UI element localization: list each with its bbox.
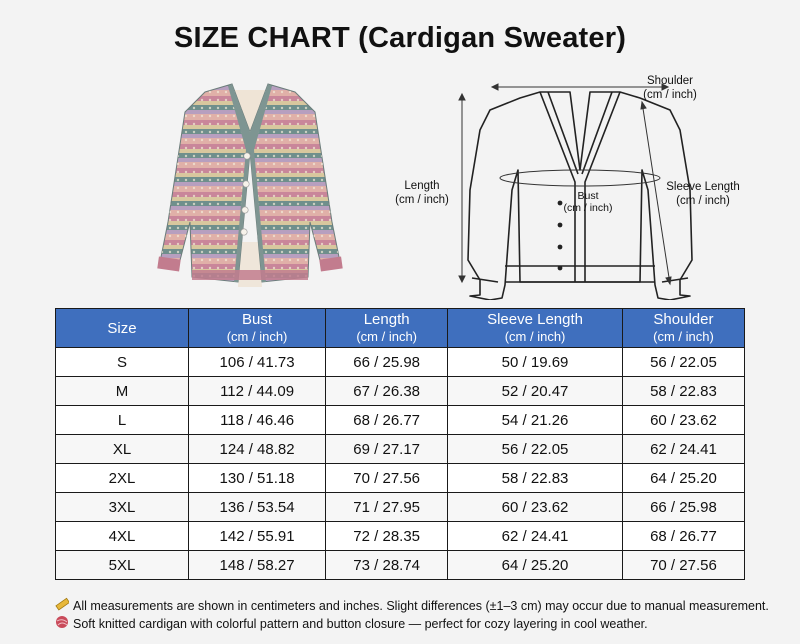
size-cell: XL: [55, 434, 189, 464]
table-row: XL 124 / 48.82 69 / 27.17 56 / 22.05 62 / 24…: [55, 434, 746, 464]
sleeve-length-cell: 50 / 19.69: [447, 347, 623, 377]
size-cell: M: [55, 376, 189, 406]
length-cell: 67 / 26.38: [325, 376, 449, 406]
table-row: M 112 / 44.09 67 / 26.38 52 / 20.47 58 / 22.…: [55, 376, 746, 406]
notes: All measurements are shown in centimeter…: [54, 597, 774, 633]
cardigan-photo: [157, 83, 343, 287]
shoulder-cell: 70 / 27.56: [621, 550, 746, 580]
table-row: L 118 / 46.46 68 / 26.77 54 / 21.26 60 / 23.…: [55, 405, 746, 435]
size-table: Size Bust (cm / inch) Length (cm / inch) S…: [55, 308, 746, 580]
shoulder-cell: 68 / 26.77: [621, 521, 746, 551]
header-sleeve-length: Sleeve Length (cm / inch): [447, 308, 623, 348]
size-cell: 5XL: [55, 550, 189, 580]
sleeve-length-cell: 52 / 20.47: [447, 376, 623, 406]
size-cell: L: [55, 405, 189, 435]
sleeve-length-label-unit: (cm / inch): [676, 195, 730, 207]
sleeve-length-cell: 60 / 23.62: [447, 492, 623, 522]
measurement-note-text: All measurements are shown in centimeter…: [73, 599, 769, 613]
length-cell: 69 / 27.17: [325, 434, 449, 464]
product-note: Soft knitted cardigan with colorful patt…: [54, 615, 774, 633]
length-label-unit: (cm / inch): [395, 194, 449, 206]
size-cell: 4XL: [55, 521, 189, 551]
sleeve-length-label: Sleeve Length (cm / inch): [648, 180, 758, 208]
length-cell: 71 / 27.95: [325, 492, 449, 522]
header-bust: Bust (cm / inch): [187, 308, 327, 348]
bust-cell: 106 / 41.73: [187, 347, 327, 377]
sleeve-length-cell: 64 / 25.20: [447, 550, 623, 580]
length-cell: 70 / 27.56: [325, 463, 449, 493]
sleeve-length-cell: 58 / 22.83: [447, 463, 623, 493]
bust-cell: 130 / 51.18: [187, 463, 327, 493]
measurement-note: All measurements are shown in centimeter…: [54, 597, 774, 615]
bust-cell: 148 / 58.27: [187, 550, 327, 580]
length-cell: 73 / 28.74: [325, 550, 449, 580]
product-note-text: Soft knitted cardigan with colorful patt…: [73, 617, 648, 631]
ruler-icon: [54, 597, 71, 615]
sleeve-length-cell: 62 / 24.41: [447, 521, 623, 551]
bust-cell: 112 / 44.09: [187, 376, 327, 406]
bust-cell: 124 / 48.82: [187, 434, 327, 464]
measurement-diagram: [458, 83, 693, 300]
yarn-icon: [54, 615, 70, 633]
length-cell: 66 / 25.98: [325, 347, 449, 377]
length-label: Length (cm / inch): [380, 179, 464, 207]
shoulder-label-unit: (cm / inch): [643, 89, 697, 101]
shoulder-cell: 56 / 22.05: [621, 347, 746, 377]
table-row: 4XL 142 / 55.91 72 / 28.35 62 / 24.41 68 / 2…: [55, 521, 746, 551]
table-row: 3XL 136 / 53.54 71 / 27.95 60 / 23.62 66 / 2…: [55, 492, 746, 522]
header-size: Size: [55, 308, 189, 348]
shoulder-cell: 66 / 25.98: [621, 492, 746, 522]
length-cell: 68 / 26.77: [325, 405, 449, 435]
header-length: Length (cm / inch): [325, 308, 449, 348]
length-cell: 72 / 28.35: [325, 521, 449, 551]
length-label-name: Length: [404, 180, 440, 192]
bust-label: Bust (cm / inch): [556, 190, 620, 214]
size-cell: S: [55, 347, 189, 377]
table-row: 5XL 148 / 58.27 73 / 28.74 64 / 25.20 70 / 2…: [55, 550, 746, 580]
header-shoulder: Shoulder (cm / inch): [621, 308, 746, 348]
shoulder-label: Shoulder (cm / inch): [628, 74, 712, 102]
table-row: S 106 / 41.73 66 / 25.98 50 / 19.69 56 / 22.…: [55, 347, 746, 377]
bust-cell: 136 / 53.54: [187, 492, 327, 522]
bust-label-name: Bust: [577, 190, 599, 202]
sleeve-length-cell: 54 / 21.26: [447, 405, 623, 435]
shoulder-label-name: Shoulder: [646, 75, 694, 87]
bust-label-unit: (cm / inch): [563, 202, 613, 214]
sleeve-length-cell: 56 / 22.05: [447, 434, 623, 464]
sleeve-length-label-name: Sleeve Length: [666, 181, 740, 193]
bust-cell: 118 / 46.46: [187, 405, 327, 435]
shoulder-cell: 64 / 25.20: [621, 463, 746, 493]
shoulder-cell: 62 / 24.41: [621, 434, 746, 464]
page-title: SIZE CHART (Cardigan Sweater): [173, 22, 627, 54]
bust-cell: 142 / 55.91: [187, 521, 327, 551]
size-cell: 2XL: [55, 463, 189, 493]
shoulder-cell: 58 / 22.83: [621, 376, 746, 406]
shoulder-cell: 60 / 23.62: [621, 405, 746, 435]
size-cell: 3XL: [55, 492, 189, 522]
table-header-row: Size Bust (cm / inch) Length (cm / inch) S…: [55, 308, 746, 348]
table-row: 2XL 130 / 51.18 70 / 27.56 58 / 22.83 64 / 2…: [55, 463, 746, 493]
